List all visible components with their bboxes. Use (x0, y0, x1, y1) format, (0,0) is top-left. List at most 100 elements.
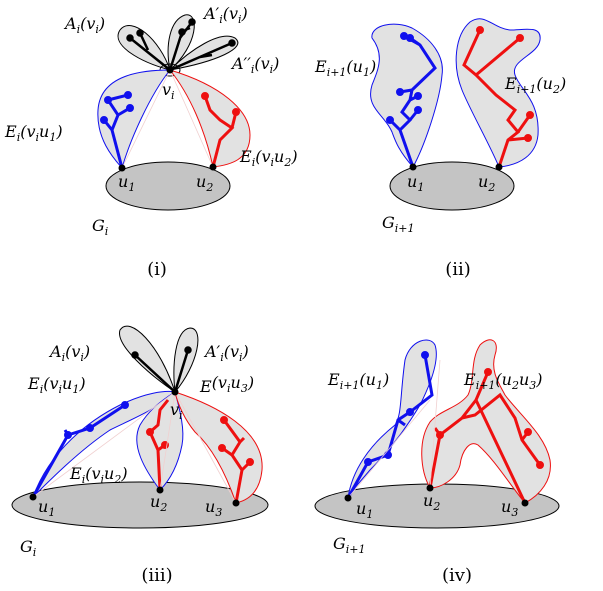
graph-region-gi1 (389, 161, 515, 211)
vertex-u2 (209, 163, 217, 171)
tree-blue-iv (346, 351, 434, 499)
node (124, 91, 132, 99)
label-u2: u2 (150, 492, 167, 514)
tree-blue-i (100, 91, 134, 169)
node (364, 458, 372, 466)
node (64, 431, 72, 439)
node (406, 408, 414, 416)
label-e-vi-u1: Ei(viu1) (27, 374, 86, 396)
label-u1: u1 (407, 172, 424, 194)
label-u1: u1 (38, 497, 55, 519)
label-gi1: Gi+1 (333, 534, 366, 556)
faint-edges (347, 359, 441, 499)
label-gi: Gi (92, 216, 108, 238)
label-u2: u2 (196, 172, 213, 194)
label-e-u1: Ei+1(u1) (314, 57, 376, 79)
tree-red-i (201, 92, 240, 168)
label-u2: u2 (423, 491, 440, 513)
petal-a (119, 325, 176, 394)
node (104, 96, 112, 104)
tree-blue-ii (386, 32, 437, 168)
node (414, 106, 422, 114)
node (188, 18, 196, 26)
label-u2: u2 (478, 172, 495, 194)
label-e-u1: Ei+1(u1) (327, 370, 389, 392)
graph-region-gi (11, 481, 269, 529)
label-a-double-prime: A′′i(vi) (230, 54, 279, 76)
node (386, 116, 394, 124)
tree-red-iii-b (218, 416, 254, 504)
region-e-vi-u1 (97, 69, 172, 170)
node (161, 441, 169, 449)
node (476, 26, 484, 34)
node (228, 39, 236, 47)
label-u1: u1 (118, 172, 135, 194)
label-a: Ai(vi) (63, 14, 105, 36)
node (484, 368, 492, 376)
node (421, 351, 429, 359)
label-gi1: Gi+1 (382, 213, 415, 235)
vertex-u2 (495, 163, 503, 171)
vertex-u1 (118, 164, 126, 172)
faint-edges (121, 69, 214, 169)
label-vi: vi (162, 80, 175, 102)
node (536, 461, 544, 469)
label-a: Ai(vi) (48, 342, 90, 364)
node (136, 29, 144, 37)
node (246, 458, 254, 466)
vertex-vi (171, 388, 179, 396)
node (178, 28, 186, 36)
petal-trees (126, 18, 236, 72)
node (100, 116, 108, 124)
vertex-u1 (29, 493, 37, 501)
node (414, 92, 422, 100)
node (406, 34, 414, 42)
panel-ii: Ei+1(u1) Ei+1(u2) u1 u2 Gi+1 (ii) (314, 18, 566, 280)
tree-blue-iii (31, 401, 129, 498)
vertex-u3 (232, 499, 240, 507)
label-e-u2-u3: Ei+1(u2u3) (463, 370, 543, 392)
node (131, 351, 139, 359)
node (86, 424, 94, 432)
region-e-vi-u2 (168, 69, 251, 168)
node (184, 346, 192, 354)
node (436, 431, 444, 439)
label-u3: u3 (501, 497, 518, 519)
graph-region-gi (105, 161, 231, 211)
node (146, 428, 154, 436)
faint-edges (32, 391, 237, 504)
label-e-u2: Ei+1(u2) (504, 74, 566, 96)
vertex-u1 (409, 163, 417, 171)
node (232, 108, 240, 116)
label-a-prime: A′i(vi) (203, 342, 249, 364)
node (516, 34, 524, 42)
label-e-vi-u1: Ei(viu1) (4, 122, 63, 144)
label-e-vi-u2: Ei(viu2) (239, 147, 298, 169)
tree-edges (221, 419, 252, 504)
vertex-u2 (156, 486, 164, 494)
label-gi: Gi (20, 537, 36, 559)
node (526, 111, 534, 119)
petal-trees (131, 346, 192, 393)
caption-ii: (ii) (445, 259, 471, 280)
tree-edges (462, 29, 532, 168)
panel-iii: Ai(vi) A′i(vi) Ei(viu1) E(viu3) vi Ei(vi… (11, 325, 269, 586)
node (126, 34, 134, 42)
caption-iii: (iii) (141, 565, 172, 586)
caption-iv: (iv) (442, 565, 472, 586)
region-e-u1 (370, 23, 443, 168)
node (126, 104, 134, 112)
label-e-vi-u2: Ei(viu2) (69, 464, 128, 486)
node (201, 92, 209, 100)
caption-i: (i) (147, 259, 167, 280)
tree-edges (388, 34, 437, 168)
panel-iv: Ei+1(u1) Ei+1(u2u3) u1 u2 u3 Gi+1 (iv) (314, 339, 560, 586)
label-u1: u1 (356, 499, 373, 521)
tree-red-iii-a (146, 399, 170, 491)
tree-red-ii (462, 26, 534, 168)
node (524, 428, 532, 436)
vertex-vi (166, 66, 174, 74)
node (524, 134, 532, 142)
node (396, 88, 404, 96)
